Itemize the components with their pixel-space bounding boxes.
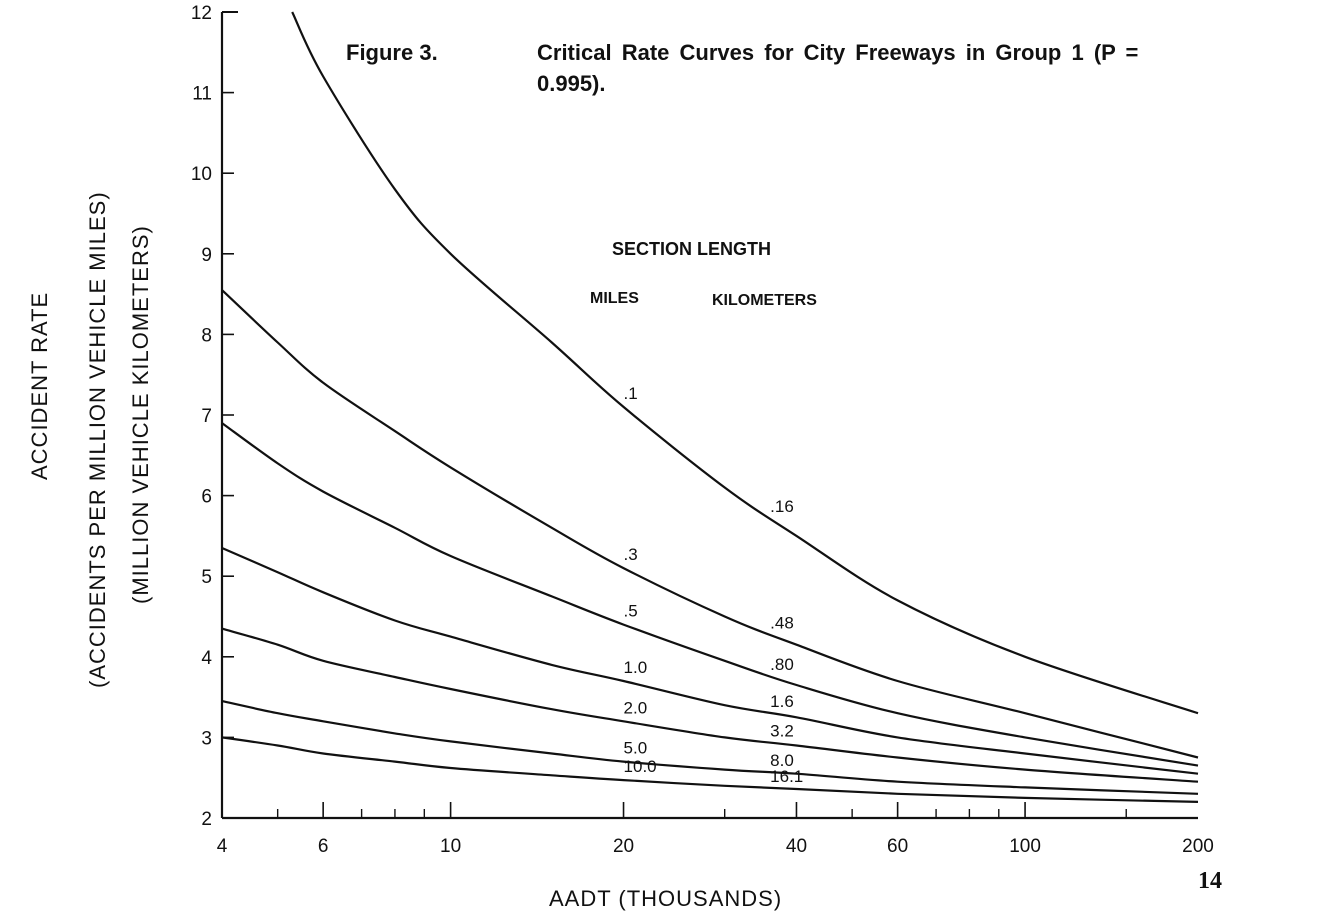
curve-4 — [221, 546, 1199, 775]
curve-label-km-2: .48 — [770, 613, 794, 632]
figure-caption-line2: 0.995). — [537, 71, 606, 96]
y-tick-label-9: 9 — [201, 245, 212, 266]
curve-label-km-7: 16.1 — [770, 767, 803, 786]
x-tick-label-4: 4 — [217, 836, 228, 857]
y-tick-label-3: 3 — [201, 728, 212, 749]
chart-legend: SECTION LENGTH MILES KILOMETERS — [590, 239, 817, 309]
x-tick-label-100: 100 — [1009, 836, 1041, 857]
y-tick-label-5: 5 — [201, 567, 212, 588]
legend-km-header: KILOMETERS — [712, 292, 817, 309]
y-axis-title-line1: ACCIDENT RATE — [27, 292, 52, 480]
x-tick-label-6: 6 — [318, 836, 329, 857]
chart-labels: .1 .16 .3 .48 .5 .80 1.0 1.6 2.0 3.2 5.0 8.0 10.0 16.… — [624, 384, 804, 786]
legend-miles-header: MILES — [590, 290, 639, 307]
curve-label-miles-1: .1 — [624, 384, 638, 403]
page-number: 14 — [1198, 868, 1222, 894]
chart-axes: 2 3 4 5 6 7 8 9 10 11 12 4 6 10 20 40 60 100 200 — [191, 3, 1214, 857]
figure-number: Figure 3. — [346, 40, 438, 65]
curve-label-miles-6: 5.0 — [624, 739, 648, 758]
curve-label-miles-2: .3 — [624, 545, 638, 564]
curve-label-miles-7: 10.0 — [624, 757, 657, 776]
curve-label-km-5: 3.2 — [770, 722, 794, 741]
y-tick-label-2: 2 — [201, 809, 212, 830]
curve-label-miles-3: .5 — [624, 602, 638, 621]
y-axis-title-line3: (MILLION VEHICLE KILOMETERS) — [128, 225, 153, 604]
x-tick-label-200: 200 — [1182, 836, 1214, 857]
curve-label-miles-4: 1.0 — [624, 658, 648, 677]
curve-3 — [221, 422, 1199, 767]
figure-caption-line1: Critical Rate Curves for City Freeways i… — [537, 40, 1139, 65]
curve-7 — [221, 736, 1199, 803]
curve-2 — [221, 289, 1199, 759]
curve-label-km-6: 8.0 — [770, 751, 794, 770]
y-tick-label-6: 6 — [201, 487, 212, 508]
y-tick-label-7: 7 — [201, 406, 212, 427]
x-tick-label-40: 40 — [786, 836, 807, 857]
chart-curves — [221, 11, 1199, 803]
curve-1 — [291, 11, 1199, 715]
curve-5 — [221, 627, 1199, 783]
curve-label-km-3: .80 — [770, 655, 794, 674]
curve-label-km-1: .16 — [770, 497, 794, 516]
legend-title: SECTION LENGTH — [612, 239, 771, 259]
curve-label-miles-5: 2.0 — [624, 698, 648, 717]
y-tick-label-12: 12 — [191, 3, 212, 24]
y-tick-label-11: 11 — [192, 84, 212, 105]
curve-6 — [221, 700, 1199, 795]
x-tick-label-10: 10 — [440, 836, 461, 857]
y-tick-label-4: 4 — [201, 648, 212, 669]
y-axis-title-line2: (ACCIDENTS PER MILLION VEHICLE MILES) — [85, 191, 110, 688]
x-tick-label-20: 20 — [613, 836, 634, 857]
curve-label-km-4: 1.6 — [770, 692, 794, 711]
x-tick-label-60: 60 — [887, 836, 908, 857]
y-tick-label-8: 8 — [201, 325, 212, 346]
x-axis-title: AADT (THOUSANDS) — [549, 886, 782, 911]
y-tick-label-10: 10 — [191, 164, 212, 185]
